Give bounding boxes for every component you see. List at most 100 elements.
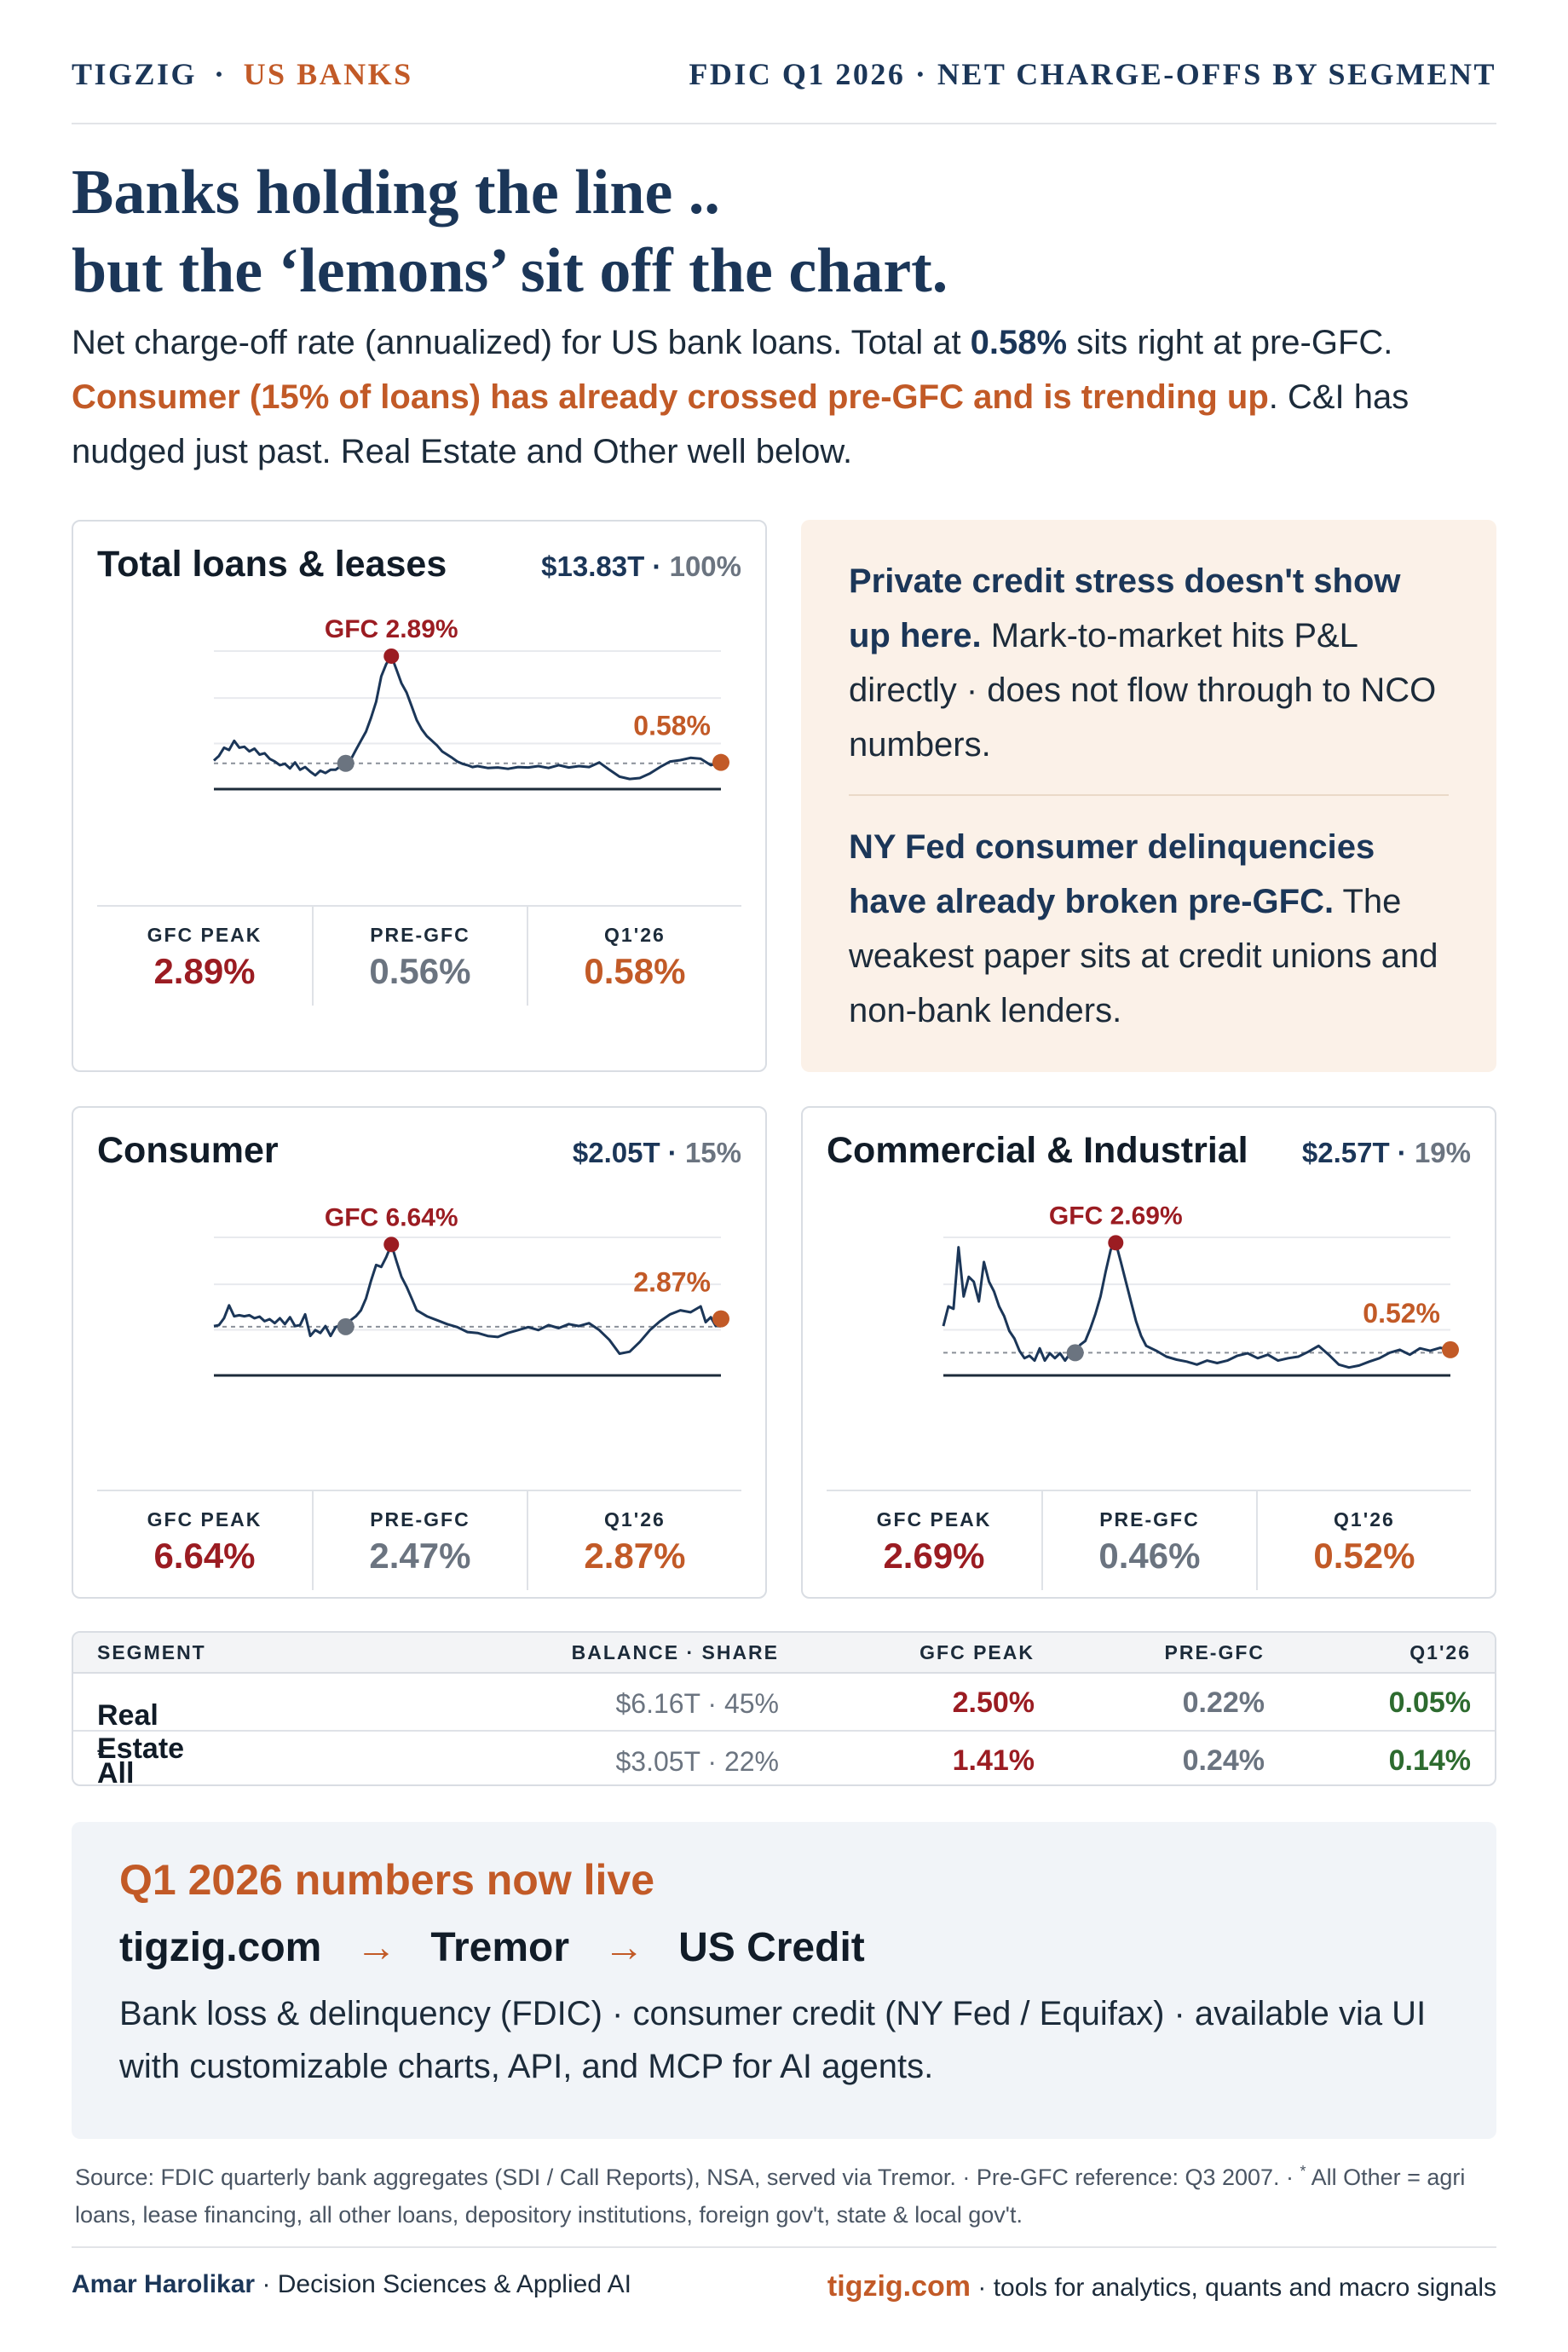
source-text-2: All Other = agri loans, lease financing,… (75, 2165, 1466, 2228)
stat-value: 2.47% (369, 1536, 471, 1576)
stat-label: GFC PEAK (876, 1508, 992, 1531)
latest-value-label: 0.52% (1363, 1298, 1440, 1329)
callout-text-1: Mark-to-market hits P&L directly · does … (849, 617, 1437, 764)
gfc-peak-label: GFC 6.64% (325, 1203, 458, 1231)
header-gfc-peak: GFC PEAK (919, 1641, 1035, 1663)
subtitle: Net charge-off rate (annualized) for US … (72, 315, 1435, 479)
gfc-peak-value: 2.50% (952, 1686, 1035, 1719)
stat-q1-26: Q1'26 0.58% (526, 907, 741, 1006)
series-line (213, 1242, 723, 1355)
footnote-mark: * (1300, 2163, 1306, 2180)
gfc-peak-marker (383, 1237, 400, 1253)
pre-gfc-marker (1066, 1344, 1084, 1362)
chart-title: Commercial & Industrial (827, 1130, 1248, 1171)
arrow-right-icon: → (603, 1925, 645, 1970)
arrow-right-icon: → (355, 1925, 397, 1970)
stat-label: Q1'26 (1334, 1508, 1395, 1531)
q1-26-value: 0.05% (1388, 1686, 1471, 1719)
header-divider (72, 123, 1496, 124)
pre-gfc-marker (337, 1317, 355, 1335)
gfc-peak-marker (383, 648, 400, 664)
balance-value: $13.83T (541, 551, 645, 582)
header-balance-share: BALANCE · SHARE (571, 1641, 779, 1663)
brand[interactable]: TIGZIG · US BANKS (72, 56, 413, 92)
site-credit: tigzig.com · tools for analytics, quants… (827, 2270, 1496, 2303)
pre-gfc-value: 0.22% (1182, 1686, 1265, 1719)
stat-label: GFC PEAK (147, 924, 262, 946)
top-bar: TIGZIG · US BANKS FDIC Q1 2026 · NET CHARG… (72, 56, 1496, 97)
chart-balance: $2.57T · 19% (1301, 1137, 1471, 1168)
callout-bold-1: Private credit stress doesn't show up he… (849, 562, 1401, 654)
stat-value: 2.69% (883, 1536, 985, 1576)
chart-commercial-industrial: GFC 2.69%0.52%'01'10'20'26 (942, 1202, 1459, 1377)
segment-name: All Other* (97, 1744, 134, 1784)
headline-line-1: Banks holding the line .. (72, 158, 720, 228)
latest-value-label: 0.58% (633, 711, 711, 741)
segment-label: All Other (97, 1757, 135, 1786)
breadcrumb-site[interactable]: tigzig.com (119, 1925, 322, 1970)
stat-label: GFC PEAK (147, 1508, 262, 1531)
stats-row: GFC PEAK 2.89% PRE-GFC 0.56% Q1'26 0.58% (97, 905, 741, 1006)
table-header: SEGMENT BALANCE · SHARE GFC PEAK PRE-GFC… (73, 1633, 1495, 1674)
share-value: 19% (1414, 1137, 1471, 1168)
chart-consumer: GFC 6.64%2.87%'01'10'20'26 (213, 1203, 729, 1377)
latest-marker (1442, 1340, 1459, 1358)
breadcrumb-tremor[interactable]: Tremor (430, 1925, 570, 1970)
footer: Amar Harolikar · Decision Sciences & App… (72, 2270, 1496, 2308)
source-text-1: Source: FDIC quarterly bank aggregates (… (75, 2165, 1300, 2190)
headline-line-2: but the ‘lemons’ sit off the chart. (72, 236, 948, 306)
chart-balance: $13.83T · 100% (541, 551, 741, 582)
source-note: Source: FDIC quarterly bank aggregates (… (75, 2153, 1490, 2234)
promo-breadcrumb: tigzig.com → Tremor → US Credit (119, 1921, 1449, 1975)
chart-title: Consumer (97, 1130, 279, 1171)
stat-pre-gfc: PRE-GFC 0.46% (1041, 1491, 1256, 1590)
stat-value: 6.64% (153, 1536, 256, 1576)
page: TIGZIG · US BANKS FDIC Q1 2026 · NET CHARG… (72, 0, 1496, 2352)
footnote-mark: * (97, 1744, 105, 1766)
subtitle-total-value: 0.58% (970, 324, 1068, 361)
gfc-peak-label: GFC 2.89% (325, 615, 458, 643)
stat-label: Q1'26 (604, 924, 666, 946)
footer-divider (72, 2246, 1496, 2248)
series-line (942, 1241, 1451, 1369)
share-value: 15% (684, 1137, 741, 1168)
author-credit: Amar Harolikar · Decision Sciences & App… (72, 2270, 631, 2299)
balance-share: $6.16T · 45% (615, 1688, 779, 1719)
header-pre-gfc: PRE-GFC (1164, 1641, 1265, 1663)
gfc-peak-value: 1.41% (952, 1744, 1035, 1777)
stat-label: Q1'26 (604, 1508, 666, 1531)
balance-share: $3.05T · 22% (615, 1746, 779, 1777)
pre-gfc-value: 0.24% (1182, 1744, 1265, 1777)
callout-bold-2: NY Fed consumer delinquencies have alrea… (849, 828, 1375, 920)
subtitle-part-2: sits right at pre-GFC. (1067, 324, 1393, 361)
headline: Banks holding the line .. but the ‘lemon… (72, 153, 1496, 310)
segment-table: SEGMENT BALANCE · SHARE GFC PEAK PRE-GFC… (72, 1631, 1496, 1786)
stat-label: PRE-GFC (1099, 1508, 1200, 1531)
latest-value-label: 2.87% (633, 1267, 711, 1298)
latest-marker (712, 1310, 729, 1328)
segment-label: Real Estate (97, 1699, 185, 1765)
author-tagline: · Decision Sciences & Applied AI (255, 2270, 632, 2298)
stat-value: 0.52% (1313, 1536, 1415, 1576)
private-credit-callout: Private credit stress doesn't show up he… (801, 520, 1496, 1072)
stat-value: 0.46% (1098, 1536, 1201, 1576)
stat-value: 2.87% (584, 1536, 686, 1576)
gfc-peak-marker (1108, 1235, 1124, 1251)
stat-q1-26: Q1'26 0.52% (1255, 1491, 1471, 1590)
brand-section: US BANKS (243, 57, 413, 91)
site-tagline: · tools for analytics, quants and macro … (971, 2274, 1496, 2302)
stat-pre-gfc: PRE-GFC 2.47% (311, 1491, 527, 1590)
series-line (212, 654, 722, 781)
chart-card-total: Total loans & leases $13.83T · 100% GFC … (72, 520, 767, 1072)
callout-block-1: Private credit stress doesn't show up he… (849, 554, 1449, 772)
stat-pre-gfc: PRE-GFC 0.56% (311, 907, 527, 1006)
promo-title: Q1 2026 numbers now live (119, 1856, 655, 1904)
callout-text-2: The weakest paper sits at credit unions … (849, 883, 1438, 1029)
chart-card-consumer: Consumer $2.05T · 15% GFC 6.64%2.87%'01'… (72, 1106, 767, 1599)
stat-value: 0.58% (584, 951, 686, 991)
breadcrumb-us-credit[interactable]: US Credit (678, 1925, 865, 1970)
chart-total: GFC 2.89%0.58%'01'10'20'26 (212, 615, 729, 791)
header-segment: SEGMENT (97, 1641, 206, 1663)
report-title: FDIC Q1 2026 · NET CHARGE-OFFS BY SEGMEN… (689, 57, 1496, 91)
site-link[interactable]: tigzig.com (827, 2270, 971, 2303)
